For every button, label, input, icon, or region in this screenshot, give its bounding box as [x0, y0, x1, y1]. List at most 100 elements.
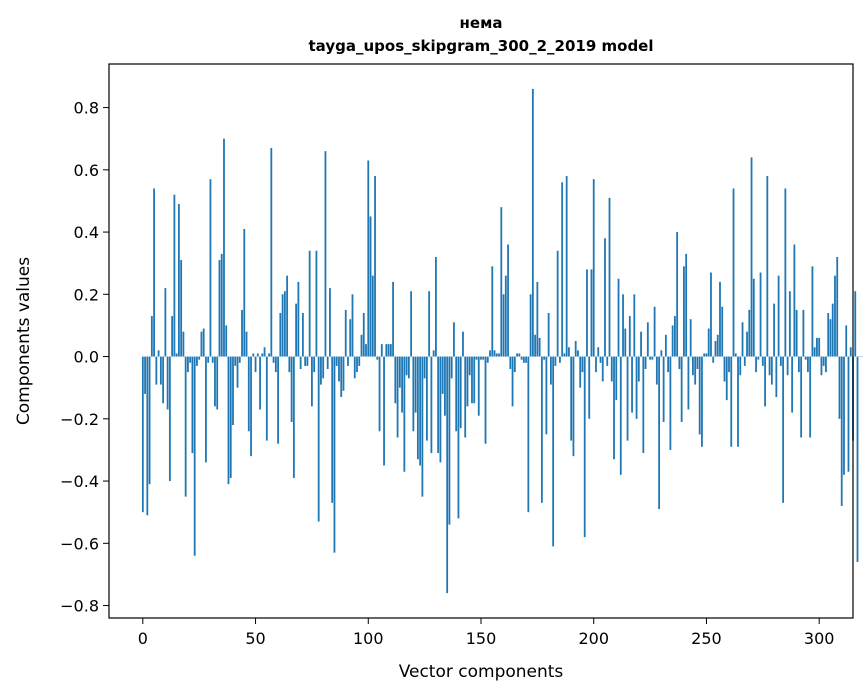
bar	[335, 356, 338, 366]
bar	[599, 356, 602, 363]
bar	[565, 176, 568, 357]
bar	[365, 344, 367, 357]
bar	[153, 188, 155, 357]
bar	[820, 356, 823, 376]
bar	[446, 356, 449, 594]
bar	[159, 356, 162, 385]
bar	[207, 356, 210, 363]
bar	[818, 337, 821, 357]
bar	[809, 356, 812, 438]
bar	[317, 356, 320, 522]
bar	[292, 356, 295, 478]
bar	[441, 356, 444, 394]
bar	[800, 356, 803, 438]
bar	[295, 303, 298, 357]
bar	[358, 356, 361, 366]
bar	[750, 157, 753, 357]
bar	[331, 356, 334, 503]
x-tick-label: 150	[466, 629, 497, 648]
bar	[748, 309, 751, 357]
bar	[435, 256, 437, 357]
bar	[757, 356, 760, 360]
bar	[455, 356, 458, 432]
bar	[741, 322, 744, 357]
bar	[473, 356, 476, 404]
bar	[856, 356, 859, 562]
bar	[516, 353, 518, 357]
bar	[849, 347, 852, 357]
x-tick-label: 250	[691, 629, 722, 648]
bar	[144, 356, 146, 394]
bar	[141, 356, 144, 513]
bar	[811, 266, 814, 357]
bar	[556, 250, 559, 357]
bar	[716, 334, 719, 357]
bar	[728, 356, 730, 373]
y-tick-label: −0.6	[60, 534, 99, 553]
bar	[775, 356, 778, 398]
bar	[525, 356, 527, 363]
bar	[263, 347, 266, 357]
bar	[651, 356, 654, 360]
bar	[509, 356, 512, 370]
bar	[504, 275, 507, 357]
bar	[502, 294, 505, 357]
bar	[189, 356, 192, 363]
bar	[486, 356, 489, 363]
bar	[705, 353, 708, 357]
bar	[847, 356, 850, 472]
bar	[462, 331, 464, 357]
bar	[148, 356, 151, 485]
bar	[752, 278, 755, 357]
bar	[362, 312, 365, 357]
bar	[678, 356, 681, 370]
bar	[171, 316, 174, 357]
bar	[610, 356, 613, 382]
bar	[214, 356, 216, 407]
bar	[827, 312, 830, 357]
bar	[425, 356, 428, 441]
x-axis-label: Vector components	[399, 662, 564, 682]
bar	[768, 356, 771, 376]
bar	[274, 356, 277, 373]
bar	[581, 356, 584, 373]
bar	[660, 350, 663, 357]
bar	[261, 353, 264, 357]
bar	[398, 356, 401, 388]
bar	[218, 260, 221, 357]
bar	[198, 356, 201, 360]
bar	[707, 328, 710, 357]
bar	[376, 356, 379, 360]
bar	[383, 356, 385, 466]
bar	[338, 356, 340, 382]
bar	[655, 356, 658, 385]
bar	[168, 356, 171, 482]
bar	[450, 356, 453, 379]
bar	[786, 356, 789, 376]
bar	[252, 353, 255, 357]
bar	[802, 309, 805, 357]
x-tick-label: 200	[578, 629, 609, 648]
bar	[658, 356, 661, 510]
bar	[644, 356, 647, 370]
bar	[437, 356, 440, 454]
bar	[795, 309, 798, 357]
bar	[543, 356, 546, 360]
bar	[356, 356, 358, 373]
chart-subtitle: tayga_upos_skipgram_300_2_2019 model	[309, 37, 654, 55]
y-axis: −0.8 −0.6 −0.4 −0.2 0.0 0.2 0.4 0.6 0.8	[60, 99, 109, 616]
bar	[685, 253, 688, 357]
bar	[279, 312, 282, 357]
bar	[220, 253, 223, 357]
bar	[333, 356, 336, 553]
x-axis: 0 50 100 150 200 250 300	[138, 618, 834, 648]
bar	[389, 344, 392, 357]
bar	[583, 356, 586, 538]
bar	[628, 316, 631, 357]
bar	[617, 278, 620, 357]
bar	[371, 275, 374, 357]
bar	[259, 356, 261, 410]
bar	[320, 356, 322, 385]
bar	[380, 344, 383, 357]
